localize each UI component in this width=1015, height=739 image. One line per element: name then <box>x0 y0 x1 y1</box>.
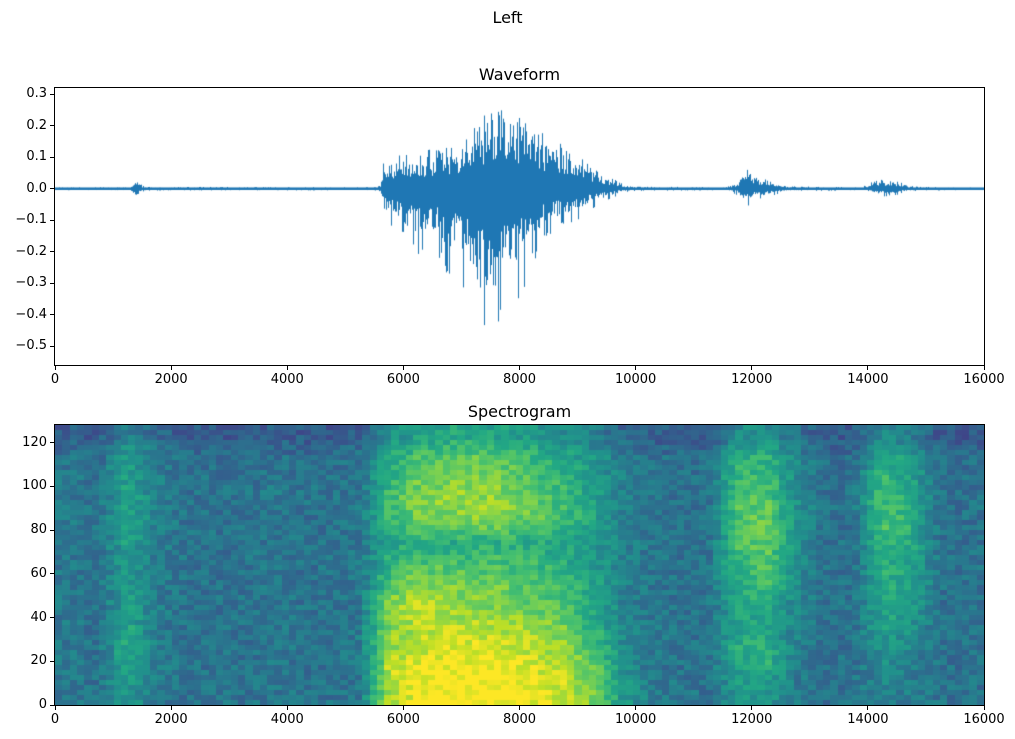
x-tick-label: 2000 <box>154 372 188 387</box>
y-tick-label: 0.2 <box>26 117 47 133</box>
y-tick-label: 100 <box>22 478 47 494</box>
y-tick-label: 60 <box>30 565 47 581</box>
x-tick-label: 6000 <box>386 372 420 387</box>
y-tick-label: 80 <box>30 522 47 537</box>
y-tick-label: 40 <box>30 609 47 625</box>
y-tick-mark <box>50 314 54 316</box>
y-tick-mark <box>50 485 54 487</box>
x-tick-mark <box>635 706 637 710</box>
x-tick-label: 12000 <box>731 712 773 727</box>
y-tick-mark <box>50 660 54 662</box>
y-tick-label: −0.4 <box>15 306 47 322</box>
y-tick-mark <box>50 282 54 284</box>
x-tick-mark <box>170 706 172 710</box>
y-tick-mark <box>50 156 54 158</box>
y-tick-mark <box>50 345 54 347</box>
x-tick-mark <box>170 366 172 370</box>
x-tick-label: 12000 <box>731 372 773 387</box>
figure-title: Left <box>492 8 523 27</box>
x-tick-label: 10000 <box>614 712 657 727</box>
y-tick-label: 120 <box>22 434 47 450</box>
x-tick-mark <box>402 366 404 370</box>
x-tick-label: 16000 <box>963 372 1005 387</box>
y-tick-mark <box>50 529 54 531</box>
x-tick-label: 8000 <box>502 372 537 387</box>
x-tick-label: 2000 <box>154 712 188 727</box>
x-tick-mark <box>54 366 56 370</box>
x-tick-mark <box>519 706 520 710</box>
x-tick-mark <box>751 706 753 710</box>
y-tick-label: 0.3 <box>26 86 47 102</box>
y-tick-mark <box>50 617 54 618</box>
spectrogram-plot <box>54 424 985 706</box>
waveform-plot <box>54 87 985 366</box>
x-tick-mark <box>286 366 288 370</box>
x-tick-label: 0 <box>50 712 60 727</box>
x-tick-mark <box>867 706 869 710</box>
x-tick-mark <box>867 366 869 370</box>
y-tick-mark <box>50 125 54 127</box>
x-tick-label: 16000 <box>963 712 1005 727</box>
y-tick-label: 0.0 <box>26 180 47 196</box>
y-tick-mark <box>50 704 54 706</box>
y-tick-mark <box>50 442 54 443</box>
waveform-title: Waveform <box>478 65 561 84</box>
y-tick-label: −0.1 <box>15 212 47 228</box>
y-tick-label: −0.5 <box>15 338 47 354</box>
x-tick-label: 6000 <box>386 712 420 727</box>
y-tick-label: 0 <box>38 697 47 712</box>
y-tick-mark <box>50 573 54 575</box>
x-tick-mark <box>983 706 985 710</box>
x-tick-label: 10000 <box>614 372 657 387</box>
y-tick-mark <box>50 93 54 95</box>
y-tick-label: 20 <box>30 653 47 669</box>
y-tick-label: −0.3 <box>15 275 47 291</box>
x-tick-mark <box>519 366 520 370</box>
x-tick-mark <box>54 706 56 710</box>
spectrogram-title: Spectrogram <box>467 402 572 421</box>
x-tick-mark <box>983 366 985 370</box>
x-tick-mark <box>286 706 288 710</box>
y-tick-mark <box>50 219 54 221</box>
x-tick-label: 14000 <box>847 372 889 387</box>
x-tick-label: 4000 <box>270 372 304 387</box>
x-tick-mark <box>751 366 753 370</box>
y-tick-mark <box>50 251 54 253</box>
x-tick-label: 4000 <box>270 712 304 727</box>
y-tick-label: 0.1 <box>26 149 47 165</box>
y-tick-label: −0.2 <box>15 243 47 259</box>
x-tick-label: 14000 <box>847 712 889 727</box>
x-tick-label: 8000 <box>502 712 537 727</box>
y-tick-mark <box>50 188 54 190</box>
x-tick-mark <box>635 366 637 370</box>
x-tick-label: 0 <box>50 372 60 387</box>
x-tick-mark <box>402 706 404 710</box>
